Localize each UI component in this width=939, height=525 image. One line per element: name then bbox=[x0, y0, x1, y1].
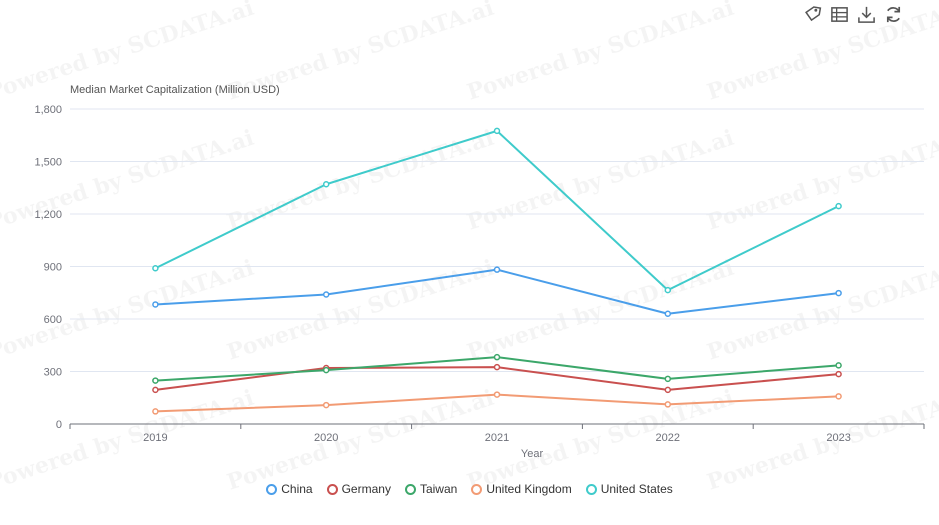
data-point[interactable] bbox=[152, 265, 159, 272]
series-line-germany[interactable] bbox=[155, 366, 839, 391]
data-point[interactable] bbox=[664, 286, 672, 294]
y-axis-title: Median Market Capitalization (Million US… bbox=[70, 84, 280, 96]
x-axis-title: Year bbox=[521, 448, 544, 460]
data-point[interactable] bbox=[835, 370, 842, 378]
legend-marker-icon bbox=[266, 483, 278, 495]
data-point[interactable] bbox=[493, 127, 501, 135]
legend-marker-icon bbox=[326, 483, 338, 495]
data-point[interactable] bbox=[664, 375, 672, 383]
x-tick-label: 2021 bbox=[485, 432, 509, 444]
x-tick-label: 2023 bbox=[826, 432, 850, 444]
data-point[interactable] bbox=[322, 401, 330, 409]
y-tick-label: 300 bbox=[44, 367, 62, 379]
chart-legend: China Germany Taiwan United Kingdom United S… bbox=[0, 482, 939, 496]
y-tick-label: 1,200 bbox=[34, 209, 62, 221]
data-point[interactable] bbox=[322, 181, 330, 188]
y-tick-label: 1,800 bbox=[34, 104, 62, 116]
legend-marker-icon bbox=[471, 483, 483, 495]
refresh-icon[interactable] bbox=[884, 5, 903, 24]
legend-label: Taiwan bbox=[419, 482, 458, 496]
x-tick-label: 2022 bbox=[656, 432, 680, 444]
data-point[interactable] bbox=[664, 386, 672, 394]
legend-item-united-states[interactable]: United States bbox=[585, 482, 673, 496]
y-tick-label: 900 bbox=[44, 262, 62, 274]
data-point[interactable] bbox=[835, 202, 842, 210]
legend-item-taiwan[interactable]: Taiwan bbox=[404, 482, 458, 496]
legend-item-united-kingdom[interactable]: United Kingdom bbox=[471, 482, 572, 496]
data-point[interactable] bbox=[493, 391, 501, 398]
data-point[interactable] bbox=[835, 393, 842, 400]
data-point[interactable] bbox=[322, 366, 330, 374]
legend-label: China bbox=[281, 482, 313, 496]
data-point[interactable] bbox=[152, 408, 159, 415]
legend-label: Germany bbox=[341, 482, 391, 496]
y-tick-label: 0 bbox=[56, 419, 62, 431]
data-point[interactable] bbox=[835, 362, 842, 369]
legend-marker-icon bbox=[404, 483, 416, 495]
tag-icon[interactable] bbox=[803, 5, 822, 24]
legend-item-germany[interactable]: Germany bbox=[326, 482, 391, 496]
data-point[interactable] bbox=[664, 310, 672, 317]
download-icon[interactable] bbox=[857, 5, 876, 24]
chart-toolbox bbox=[803, 5, 903, 24]
x-tick-label: 2020 bbox=[314, 432, 338, 444]
data-point[interactable] bbox=[152, 377, 159, 384]
legend-marker-icon bbox=[585, 483, 597, 495]
data-point[interactable] bbox=[664, 401, 672, 408]
data-point[interactable] bbox=[493, 353, 501, 361]
y-tick-label: 600 bbox=[44, 314, 62, 326]
data-view-icon[interactable] bbox=[830, 5, 849, 24]
data-point[interactable] bbox=[493, 363, 501, 371]
y-tick-label: 1,500 bbox=[34, 157, 62, 169]
data-point[interactable] bbox=[322, 291, 330, 298]
x-tick-label: 2019 bbox=[143, 432, 167, 444]
data-point[interactable] bbox=[835, 289, 842, 297]
data-point[interactable] bbox=[152, 386, 159, 394]
legend-item-china[interactable]: China bbox=[266, 482, 313, 496]
data-point[interactable] bbox=[152, 301, 159, 308]
data-point[interactable] bbox=[493, 266, 501, 273]
series-line-china[interactable] bbox=[155, 268, 839, 315]
legend-label: United Kingdom bbox=[486, 482, 572, 496]
legend-label: United States bbox=[600, 482, 673, 496]
